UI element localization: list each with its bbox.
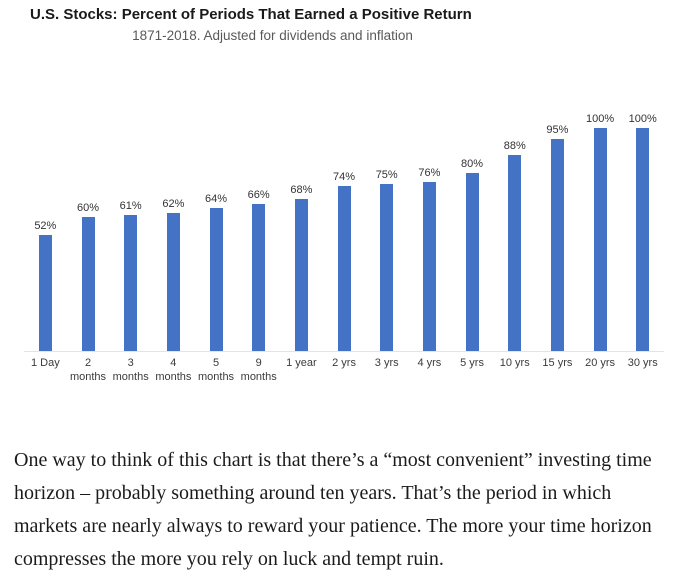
x-axis-label: 5 yrs [460, 357, 484, 369]
bar-value-label: 100% [628, 113, 657, 125]
bar-column: 80% [451, 158, 494, 351]
bar-value-label: 100% [586, 113, 615, 125]
bar-value-label: 88% [503, 139, 526, 152]
bar-column: 100% [621, 113, 664, 351]
bar-value-label: 62% [162, 197, 185, 210]
bar [593, 128, 607, 351]
bar [508, 154, 522, 351]
bar [636, 128, 650, 351]
bar-value-label: 52% [34, 220, 57, 233]
bar-column: 52% [24, 220, 67, 351]
x-axis-label: 30 yrs [627, 357, 658, 369]
bar-column: 76% [408, 167, 451, 351]
bar-column: 64% [195, 193, 238, 351]
bar-value-label: 66% [247, 188, 270, 201]
bar [294, 199, 308, 351]
bar-value-label: 60% [76, 202, 100, 215]
x-axis-label: 3 months [112, 357, 149, 383]
bar [337, 185, 351, 351]
bar-column: 66% [237, 189, 280, 351]
bar-value-label: 64% [205, 193, 228, 206]
x-axis-label: 9 months [240, 357, 277, 383]
bar [124, 214, 138, 351]
x-axis-label: 4 yrs [417, 357, 442, 369]
bar-value-label: 76% [418, 166, 441, 179]
bar-value-label: 61% [119, 199, 142, 212]
bar-column: 95% [536, 124, 579, 351]
bar-value-label: 75% [375, 168, 398, 181]
x-axis-label: 5 months [197, 357, 235, 383]
x-axis-label: 1 year [286, 357, 317, 369]
bar-value-label: 80% [461, 157, 484, 170]
x-axis-label: 2 yrs [332, 357, 356, 369]
bar [81, 217, 95, 351]
x-axis-label: 15 yrs [542, 357, 573, 369]
bar [252, 203, 266, 351]
bar-column: 60% [67, 202, 110, 351]
bar-column: 62% [152, 198, 195, 351]
plot-area: 52% 60% 61% 62% 64% 66% 68% 74% 75% 76% 80% 88% 95% 1… [24, 112, 664, 352]
bar-column: 61% [109, 200, 152, 351]
bar-column: 74% [323, 171, 366, 351]
bar-value-label: 68% [290, 184, 313, 197]
bar-column: 75% [365, 169, 408, 351]
bar [38, 235, 52, 351]
x-axis-label: 10 yrs [499, 357, 530, 369]
bar-value-label: 95% [546, 124, 569, 137]
x-axis-label: 2 months [69, 357, 107, 383]
bar-column: 68% [280, 184, 323, 351]
bars-row: 52% 60% 61% 62% 64% 66% 68% 74% 75% 76% 80% 88% 95% 1… [24, 112, 664, 351]
bar [380, 183, 394, 351]
commentary-paragraph: One way to think of this chart is that t… [14, 449, 652, 570]
chart-title: U.S. Stocks: Percent of Periods That Ear… [30, 6, 472, 23]
bar-column: 100% [579, 113, 622, 351]
bar [166, 212, 180, 351]
x-axis-labels: 1 Day 2 months 3 months 4 months 5 months 9 m… [24, 356, 664, 384]
x-axis-label: 1 Day [30, 357, 60, 369]
bar [422, 181, 436, 351]
bar [550, 139, 564, 351]
x-axis-label: 3 yrs [374, 357, 399, 369]
x-axis-label: 4 months [155, 357, 192, 383]
bar-value-label: 74% [333, 170, 356, 183]
bar [209, 208, 223, 351]
chart-subtitle: 1871-2018. Adjusted for dividends and in… [132, 28, 413, 43]
bar [465, 172, 479, 351]
x-axis-label: 20 yrs [585, 357, 616, 369]
bar-column: 88% [493, 140, 536, 351]
